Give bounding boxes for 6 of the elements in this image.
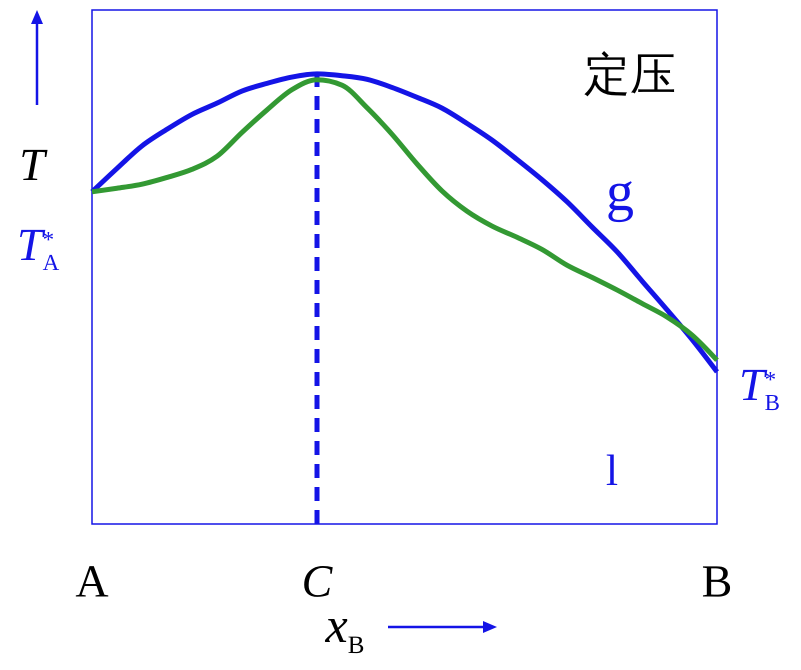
y-axis-title: T	[19, 139, 48, 190]
annotation: l	[606, 446, 618, 495]
annotation: g	[606, 161, 634, 223]
annotation: 定压	[584, 49, 676, 100]
x-tick-label: A	[75, 556, 109, 607]
x-tick-label: B	[702, 556, 732, 607]
